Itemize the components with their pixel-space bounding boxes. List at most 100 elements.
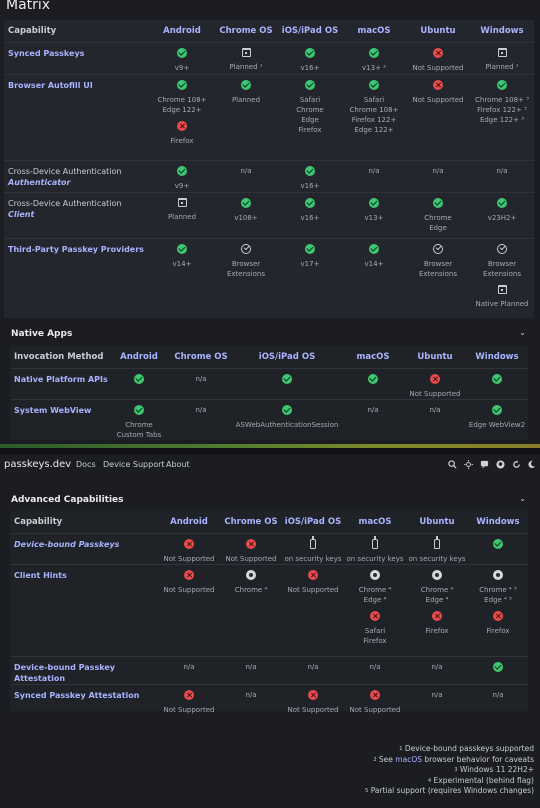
ring-check-icon <box>497 243 507 254</box>
native-apps-title: Native Apps <box>11 329 73 339</box>
cell-text: n/a <box>492 690 504 699</box>
row-label-third-party-passkey-providers: Third-Party Passkey Providers <box>4 237 150 316</box>
calendar-icon <box>497 284 507 294</box>
cell-text: n/a <box>369 662 381 671</box>
macos-link[interactable]: macOS <box>395 754 422 764</box>
cell-text: v16+ <box>300 213 320 222</box>
matrix-panel: Capability Android Chrome OS iOS/iPad OS mac… <box>4 20 534 318</box>
cell-macos: n/a <box>342 159 406 192</box>
refresh-icon[interactable] <box>512 460 521 469</box>
advanced-capabilities-title: Advanced Capabilities <box>11 495 124 505</box>
cell-macos: Safari Chrome 108+ Firefox 122+ Edge 122+ <box>342 73 406 160</box>
nav-docs[interactable]: Docs <box>76 460 96 469</box>
cell-chrome-os: Browser Extensions <box>214 237 278 316</box>
cell-android: Not Supported <box>158 683 220 715</box>
cell-text: n/a <box>307 662 319 671</box>
cell-chrome-os: n/a <box>170 398 232 440</box>
cell-text: Not Supported <box>287 705 339 714</box>
check-circle-icon <box>497 197 507 208</box>
cell-text: v16+ <box>300 181 320 190</box>
cell-ubuntu: Not Supported <box>406 73 470 160</box>
column-header-windows: Windows <box>475 351 519 362</box>
cell-text: Chrome <box>424 213 452 222</box>
cell-macos: v13+ ² <box>342 41 406 74</box>
cell-text: Extensions <box>482 269 521 278</box>
cell-text: v108+ <box>234 213 258 222</box>
chrome-icon <box>493 569 503 580</box>
cell-text: Edge 122+ <box>354 125 394 134</box>
cell-macos: on security keys <box>344 532 406 564</box>
cell-windows <box>468 655 528 684</box>
cell-text: v16+ <box>300 63 320 72</box>
check-circle-icon <box>497 79 507 90</box>
check-circle-icon <box>368 373 378 384</box>
cell-text: Not Supported <box>163 554 215 563</box>
cell-chrome-os: n/a <box>220 683 282 715</box>
cell-android: v14+ <box>150 237 214 316</box>
cell-text: Not Supported <box>409 389 461 398</box>
column-header-android: Android <box>120 351 158 362</box>
cell-text: Firefox <box>170 136 194 145</box>
table-row: System WebView Chrome Custom Tabs n/a ASWebA… <box>10 398 528 440</box>
row-label-device-bound-passkeys: Device-bound Passkeys <box>10 532 158 564</box>
cell-ubuntu: on security keys <box>406 532 468 564</box>
cell-ios-ipad-os: Not Supported <box>282 683 344 715</box>
cell-text: n/a <box>367 405 379 414</box>
nav-about[interactable]: About <box>166 460 190 469</box>
github-icon[interactable] <box>496 460 505 469</box>
native-apps-toggle[interactable]: Native Apps ⌄ <box>4 322 534 346</box>
check-circle-icon <box>177 47 187 58</box>
check-circle-icon <box>369 47 379 58</box>
cell-text: Browser <box>231 259 261 268</box>
moon-icon[interactable] <box>527 460 536 469</box>
nav-device-support[interactable]: Device Support <box>103 460 165 469</box>
theme-icon[interactable] <box>464 460 473 469</box>
x-circle-icon <box>184 538 194 549</box>
cell-text: ASWebAuthenticationSession <box>235 420 339 429</box>
cell-text: Extensions <box>226 269 265 278</box>
cell-text: n/a <box>183 662 195 671</box>
footnotes: 1 Device-bound passkeys supported 2 See … <box>365 744 534 797</box>
cell-text: v23H2+ <box>487 213 517 222</box>
cell-text: Not Supported <box>412 95 464 104</box>
cell-text: Planned <box>167 212 197 221</box>
check-circle-icon <box>492 373 502 384</box>
cell-text: Chrome ⁴ <box>420 585 454 594</box>
cell-chrome-os: Planned ¹ <box>214 41 278 74</box>
cell-windows: n/a <box>468 683 528 715</box>
cell-text: Chrome ⁴ <box>358 585 392 594</box>
x-circle-icon <box>493 610 503 621</box>
calendar-icon <box>241 47 251 57</box>
chat-icon[interactable] <box>480 460 489 469</box>
cell-text: v9+ <box>174 63 190 72</box>
column-header-ubuntu: Ubuntu <box>417 351 453 362</box>
row-label-native-platform-apis: Native Platform APIs <box>10 367 108 399</box>
check-circle-icon <box>305 197 315 208</box>
footnote-1: 1 Device-bound passkeys supported <box>399 744 534 753</box>
x-circle-icon <box>432 610 442 621</box>
search-icon[interactable] <box>448 460 457 469</box>
cell-text: Chrome 108+ <box>157 95 207 104</box>
cell-text: n/a <box>431 690 443 699</box>
row-label-cross-device-authentication-authenticator: Cross-Device Authentication Authenticator <box>4 159 150 192</box>
cell-text: Chrome <box>296 105 324 114</box>
table-row: Client Hints Not Supported Chrome ⁴ Not Sup… <box>10 563 528 656</box>
x-circle-icon <box>370 689 380 700</box>
cell-windows: n/a <box>470 159 534 192</box>
cell-text: n/a <box>431 662 443 671</box>
cell-ubuntu: n/a <box>404 398 466 440</box>
cell-text: Edge 122+ <box>162 105 202 114</box>
x-circle-icon <box>308 569 318 580</box>
cell-android: Not Supported <box>158 532 220 564</box>
check-circle-icon <box>241 79 251 90</box>
cell-text: Edge ⁴ <box>425 595 449 604</box>
row-label-synced-passkeys: Synced Passkeys <box>4 41 150 74</box>
advanced-capabilities-toggle[interactable]: Advanced Capabilities ⌄ <box>4 488 534 512</box>
cell-text: Edge ⁴ <box>363 595 387 604</box>
cell-text: on security keys <box>284 554 342 563</box>
ring-check-icon <box>241 243 251 254</box>
cell-text: Extensions <box>418 269 457 278</box>
site-brand[interactable]: passkeys.dev <box>4 459 72 470</box>
cell-ubuntu: n/a <box>406 159 470 192</box>
row-label-synced-passkey-attestation: Synced Passkey Attestation <box>10 683 158 715</box>
